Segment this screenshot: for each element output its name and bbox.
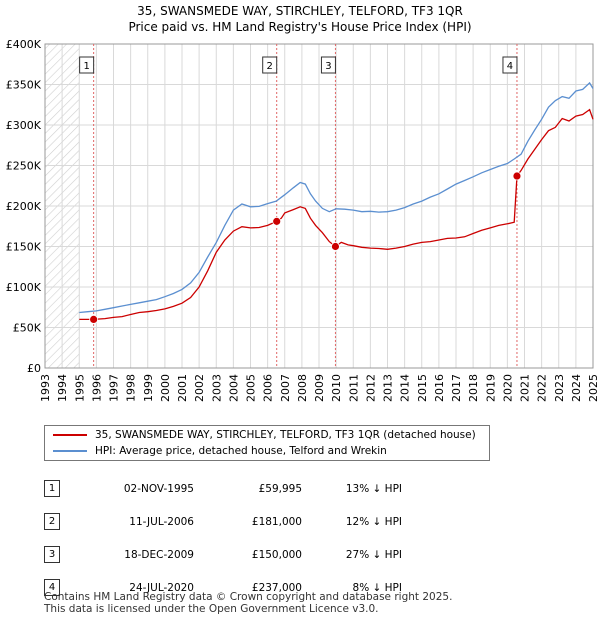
x-tick-label: 2022 bbox=[536, 374, 549, 402]
sale-marker-number: 3 bbox=[325, 61, 331, 72]
legend-swatch-hpi bbox=[53, 450, 87, 452]
x-tick-label: 1998 bbox=[125, 374, 138, 402]
x-tick-label: 2015 bbox=[416, 374, 429, 402]
x-tick-label: 2010 bbox=[330, 374, 343, 402]
y-tick-label: £100K bbox=[6, 281, 42, 294]
y-tick-label: £50K bbox=[13, 322, 42, 335]
x-tick-label: 2023 bbox=[553, 374, 566, 402]
sale-hpi-diff: 12% ↓ HPI bbox=[345, 515, 402, 528]
footer-license: This data is licensed under the Open Gov… bbox=[44, 603, 379, 615]
sale-marker-label: 1 bbox=[44, 480, 60, 497]
table-row: 2 11-JUL-2006 £181,000 12% ↓ HPI bbox=[44, 505, 402, 538]
y-tick-label: £400K bbox=[6, 38, 42, 51]
series-line-property bbox=[79, 108, 594, 321]
x-tick-label: 2005 bbox=[245, 374, 258, 402]
sale-marker-label: 4 bbox=[44, 579, 60, 596]
x-tick-label: 2018 bbox=[467, 374, 480, 402]
x-tick-label: 2017 bbox=[450, 374, 463, 402]
x-tick-label: 1995 bbox=[73, 374, 86, 402]
sale-point bbox=[331, 242, 340, 251]
x-tick-label: 2012 bbox=[364, 374, 377, 402]
legend-label-hpi: HPI: Average price, detached house, Telf… bbox=[95, 445, 387, 457]
sale-point bbox=[512, 171, 522, 181]
sale-date: 02-NOV-1995 bbox=[123, 482, 194, 495]
x-tick-label: 2019 bbox=[484, 374, 497, 402]
x-tick-label: 2011 bbox=[347, 374, 360, 402]
sale-marker-number: 1 bbox=[83, 61, 89, 72]
x-tick-label: 1999 bbox=[142, 374, 155, 402]
x-tick-label: 2021 bbox=[519, 374, 532, 402]
sales-table: 1 02-NOV-1995 £59,995 13% ↓ HPI 2 11-JUL… bbox=[44, 472, 402, 604]
footer-copyright: Contains HM Land Registry data © Crown c… bbox=[44, 591, 453, 603]
x-tick-label: 2003 bbox=[210, 374, 223, 402]
x-tick-label: 2001 bbox=[176, 374, 189, 402]
y-tick-label: £150K bbox=[6, 241, 42, 254]
sale-point bbox=[272, 216, 282, 226]
table-row: 1 02-NOV-1995 £59,995 13% ↓ HPI bbox=[44, 472, 402, 505]
x-tick-label: 1996 bbox=[90, 374, 103, 402]
y-tick-label: £250K bbox=[6, 160, 42, 173]
sale-marker-label: 3 bbox=[44, 546, 60, 563]
sale-marker-box bbox=[262, 56, 278, 74]
x-tick-label: 2009 bbox=[313, 374, 326, 402]
x-tick-label: 2007 bbox=[279, 374, 292, 402]
x-tick-label: 2016 bbox=[433, 374, 446, 402]
sale-date: 24-JUL-2020 bbox=[129, 581, 194, 594]
x-tick-label: 2002 bbox=[193, 374, 206, 402]
legend-item-hpi: HPI: Average price, detached house, Telf… bbox=[53, 443, 387, 459]
sale-marker-box bbox=[79, 56, 95, 74]
x-tick-label: 2000 bbox=[159, 374, 172, 402]
legend-label-property: 35, SWANSMEDE WAY, STIRCHLEY, TELFORD, T… bbox=[95, 429, 476, 441]
y-tick-label: £350K bbox=[6, 79, 42, 92]
footer: Contains HM Land Registry data © Crown c… bbox=[44, 591, 452, 615]
x-tick-label: 1997 bbox=[108, 374, 121, 402]
x-tick-label: 1994 bbox=[56, 374, 69, 402]
sale-date: 18-DEC-2009 bbox=[124, 548, 194, 561]
sale-marker-label: 2 bbox=[44, 513, 60, 530]
y-tick-label: £300K bbox=[6, 119, 42, 132]
sale-price: £237,000 bbox=[251, 581, 302, 594]
series-line-hpi bbox=[79, 81, 594, 314]
sale-price: £59,995 bbox=[258, 482, 302, 495]
sale-hpi-diff: 8% ↓ HPI bbox=[352, 581, 402, 594]
sale-price: £150,000 bbox=[251, 548, 302, 561]
price-chart: 35, SWANSMEDE WAY, STIRCHLEY, TELFORD, T… bbox=[6, 4, 600, 402]
sale-price: £181,000 bbox=[251, 515, 302, 528]
x-tick-label: 2008 bbox=[296, 374, 309, 402]
x-tick-label: 2014 bbox=[399, 374, 412, 402]
plot-border bbox=[44, 43, 594, 369]
legend-item-property: 35, SWANSMEDE WAY, STIRCHLEY, TELFORD, T… bbox=[53, 427, 476, 443]
sale-marker-box bbox=[502, 56, 518, 74]
table-row: 3 18-DEC-2009 £150,000 27% ↓ HPI bbox=[44, 538, 402, 571]
sale-date: 11-JUL-2006 bbox=[129, 515, 194, 528]
x-tick-label: 2020 bbox=[501, 374, 514, 402]
x-tick-label: 1993 bbox=[39, 374, 52, 402]
x-tick-label: 2025 bbox=[587, 374, 600, 402]
y-tick-label: £200K bbox=[6, 200, 42, 213]
x-tick-label: 2013 bbox=[382, 374, 395, 402]
chart-title: 35, SWANSMEDE WAY, STIRCHLEY, TELFORD, T… bbox=[137, 4, 463, 18]
x-tick-label: 2024 bbox=[570, 374, 583, 402]
sale-marker-number: 2 bbox=[267, 61, 273, 72]
legend: 35, SWANSMEDE WAY, STIRCHLEY, TELFORD, T… bbox=[44, 425, 490, 461]
chart-subtitle: Price paid vs. HM Land Registry's House … bbox=[128, 20, 471, 34]
sale-marker-box bbox=[320, 56, 336, 74]
sale-hpi-diff: 27% ↓ HPI bbox=[345, 548, 402, 561]
sale-marker-number: 4 bbox=[507, 61, 513, 72]
sale-point bbox=[89, 315, 99, 324]
sale-hpi-diff: 13% ↓ HPI bbox=[345, 482, 402, 495]
table-row: 4 24-JUL-2020 £237,000 8% ↓ HPI bbox=[44, 571, 402, 604]
legend-swatch-property bbox=[53, 434, 87, 436]
x-tick-label: 2004 bbox=[227, 374, 240, 402]
x-tick-label: 2006 bbox=[262, 374, 275, 402]
y-tick-label: £0 bbox=[27, 362, 41, 375]
